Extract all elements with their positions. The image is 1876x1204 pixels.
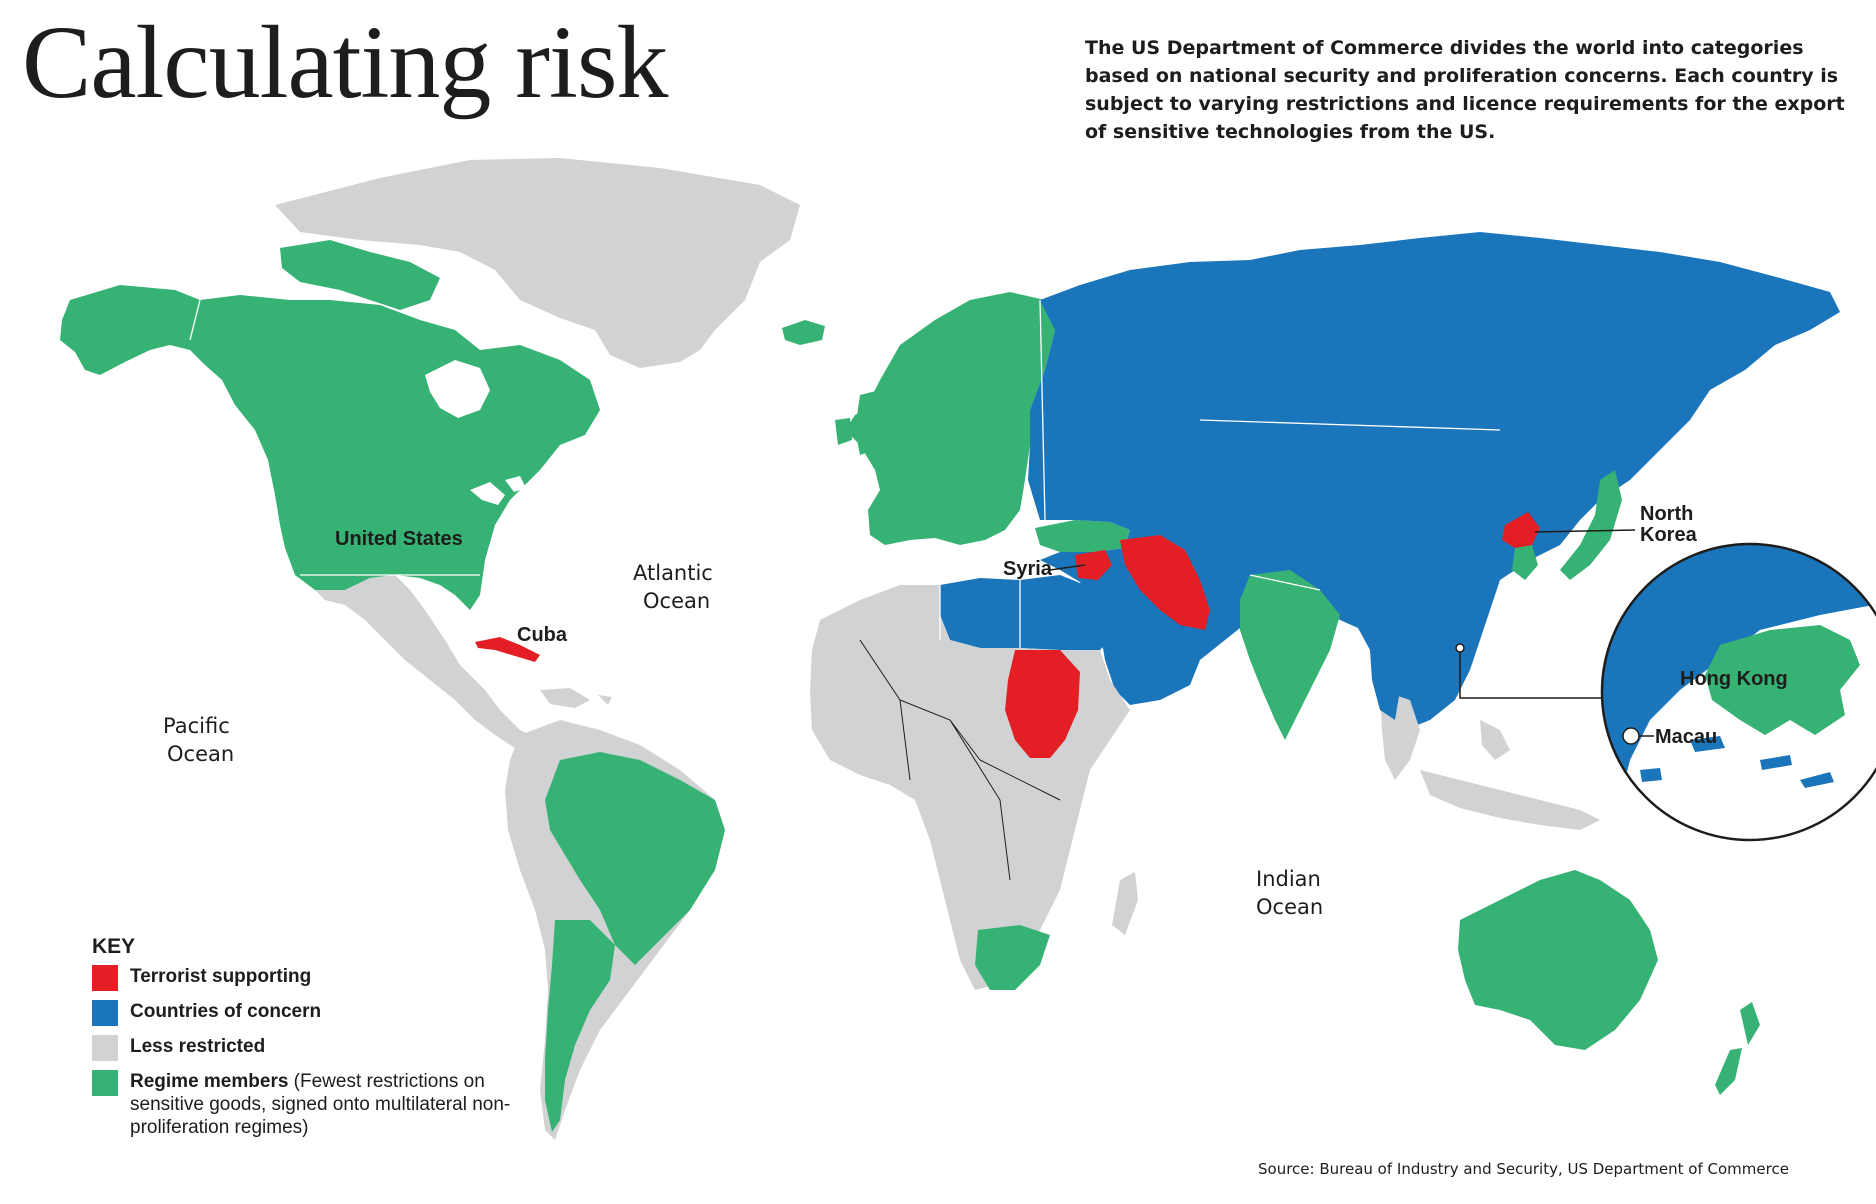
label-atlantic-1: Atlantic <box>633 561 713 585</box>
label-cuba: Cuba <box>517 624 568 646</box>
europe <box>845 292 1055 545</box>
north-america <box>60 285 600 610</box>
japan <box>1560 470 1622 580</box>
australia <box>1458 870 1658 1050</box>
turkey <box>1035 520 1130 552</box>
north-korea <box>1502 512 1540 548</box>
inset-ring <box>1600 542 1876 842</box>
label-north-korea-2: Korea <box>1640 524 1698 546</box>
key-item-terrorist: Terrorist supporting <box>92 965 522 991</box>
key-item-concern: Countries of concern <box>92 1000 522 1026</box>
hong-kong-inset <box>1602 544 1876 840</box>
greenland <box>275 158 800 368</box>
swatch-terrorist <box>92 965 118 991</box>
label-macau: Macau <box>1655 726 1717 748</box>
key-label-less: Less restricted <box>130 1036 266 1057</box>
border-lines <box>189 299 1501 648</box>
india <box>1240 570 1340 740</box>
key-label-concern: Countries of concern <box>130 1001 322 1022</box>
label-pacific-1: Pacific <box>163 714 230 738</box>
iran <box>1120 535 1210 630</box>
nk-pointer <box>1534 529 1636 533</box>
inset-mainland <box>1602 544 1876 800</box>
swatch-concern <box>92 1000 118 1026</box>
label-hong-kong: Hong Kong <box>1680 668 1788 690</box>
sea-concern <box>1370 650 1400 720</box>
hk-pointer <box>1459 648 1610 699</box>
caribbean <box>540 688 612 708</box>
brazil <box>545 752 725 965</box>
swatch-less <box>92 1035 118 1061</box>
map-key: KEY Terrorist supporting Countries of co… <box>92 935 522 1148</box>
label-syria: Syria <box>1003 558 1053 580</box>
page-title: Calculating risk <box>22 5 668 120</box>
key-label-terrorist: Terrorist supporting <box>130 966 312 987</box>
british-isles <box>835 390 885 455</box>
key-title: KEY <box>92 935 136 958</box>
syria-pointer <box>1049 564 1086 571</box>
great-lakes <box>470 476 526 505</box>
label-indian-2: Ocean <box>1256 895 1323 919</box>
southeast-asia <box>1380 690 1600 830</box>
intro-text: The US Department of Commerce divides th… <box>1085 37 1845 143</box>
eurasia-concern <box>1028 232 1840 728</box>
hudson-bay <box>425 360 490 418</box>
africa-borders <box>859 639 1061 881</box>
inset-islands <box>1640 736 1834 788</box>
inset-hong-kong <box>1705 625 1860 735</box>
key-item-regime: Regime members (Fewest restrictions on s… <box>92 1070 522 1139</box>
sudan <box>1005 650 1080 758</box>
key-item-less: Less restricted <box>92 1035 522 1061</box>
label-atlantic-2: Ocean <box>643 589 710 613</box>
label-pacific-2: Ocean <box>167 742 234 766</box>
label-united-states: United States <box>335 528 463 550</box>
iceland <box>782 320 825 345</box>
new-zealand <box>1715 1002 1760 1095</box>
label-indian-1: Indian <box>1256 867 1321 891</box>
swatch-regime <box>92 1070 118 1096</box>
macau-marker <box>1622 727 1640 745</box>
arctic-islands <box>280 240 440 310</box>
north-africa-concern <box>940 575 1110 650</box>
key-note-regime: (Fewest restrictions on sensitive goods,… <box>130 1071 511 1138</box>
hk-pointer-dot <box>1455 643 1465 653</box>
south-korea <box>1512 545 1538 580</box>
cuba <box>475 637 540 662</box>
label-north-korea-1: North <box>1640 503 1693 525</box>
argentina <box>545 920 615 1132</box>
syria <box>1075 550 1112 580</box>
arabia-concern <box>1085 580 1200 705</box>
madagascar <box>1112 872 1138 935</box>
key-label-regime: Regime members <box>130 1071 289 1092</box>
south-africa <box>975 925 1050 990</box>
source-note: Source: Bureau of Industry and Security,… <box>1258 1160 1789 1178</box>
mexico-central-america <box>315 575 540 752</box>
